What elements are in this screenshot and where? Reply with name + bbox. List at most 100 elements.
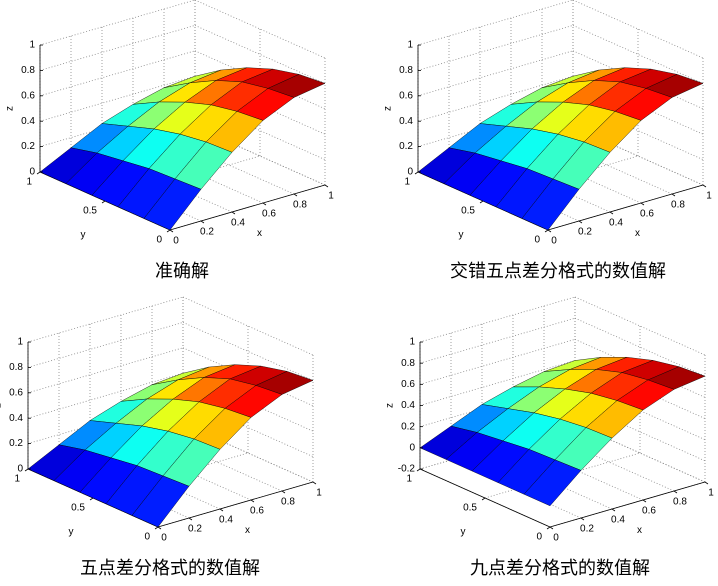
y-tick <box>101 200 106 204</box>
caption: 五点差分格式的数值解 <box>80 558 260 579</box>
x-tick <box>702 184 707 188</box>
x-tick-label: 0.4 <box>611 515 625 526</box>
x-axis-label: x <box>257 228 262 239</box>
x-tick <box>281 490 286 494</box>
x-tick <box>250 499 255 503</box>
y-tick <box>416 468 421 472</box>
x-tick-label: 0.2 <box>188 524 202 535</box>
x-tick <box>293 193 298 197</box>
x-tick <box>609 211 614 215</box>
grid-line <box>417 0 574 46</box>
x-axis <box>549 481 706 528</box>
x-tick <box>231 211 236 215</box>
z-tick-label: 1 <box>29 40 35 51</box>
x-tick-label: 0.4 <box>231 218 245 229</box>
x-tick-label: 0 <box>553 533 559 544</box>
y-axis-label: y <box>81 230 86 241</box>
surface-patch <box>131 475 190 528</box>
x-tick <box>324 184 329 188</box>
z-tick-label: -0.2 <box>398 464 416 475</box>
x-tick <box>157 526 162 530</box>
y-tick-label: 1 <box>404 177 410 188</box>
x-tick <box>671 193 676 197</box>
y-tick <box>154 526 159 530</box>
surface-patch <box>521 178 580 231</box>
x-tick <box>640 202 645 206</box>
z-tick-label: 0.6 <box>9 387 23 398</box>
x-tick <box>580 517 585 521</box>
y-tick <box>36 171 41 175</box>
y-tick-label: 0 <box>144 532 150 543</box>
x-tick <box>312 481 317 485</box>
z-tick-label: 0.2 <box>9 438 23 449</box>
chart-panel: 00.20.40.60.8100.5100.20.40.60.81xyz交错五点… <box>383 0 712 282</box>
z-axis-label: z <box>0 403 4 408</box>
z-tick-label: 0 <box>409 442 415 453</box>
x-tick-label: 0.6 <box>262 209 276 220</box>
z-tick-label: 0.4 <box>399 116 413 127</box>
z-tick-label: 0 <box>29 167 35 178</box>
z-tick-label: 0.4 <box>21 116 35 127</box>
z-tick-label: 0 <box>407 167 413 178</box>
z-tick-label: 0.8 <box>9 362 23 373</box>
caption: 九点差分格式的数值解 <box>470 558 650 579</box>
z-tick-label: 0.4 <box>401 400 415 411</box>
y-axis-label: y <box>69 527 74 538</box>
x-axis <box>157 481 314 528</box>
y-tick <box>89 497 94 501</box>
x-axis <box>169 184 326 231</box>
y-tick-label: 0.5 <box>71 503 85 514</box>
y-tick-label: 0 <box>536 532 542 543</box>
z-tick-label: 0.8 <box>401 358 415 369</box>
x-tick-label: 0.8 <box>293 200 307 211</box>
x-tick <box>704 481 709 485</box>
x-tick-label: 0.4 <box>609 218 623 229</box>
grid-line <box>39 0 196 46</box>
x-tick-label: 0 <box>551 236 557 247</box>
z-tick-label: 0.8 <box>21 65 35 76</box>
x-tick <box>188 517 193 521</box>
x-tick-label: 0.6 <box>250 506 264 517</box>
y-tick <box>166 229 171 233</box>
y-tick <box>546 526 551 530</box>
z-tick-label: 0.8 <box>399 65 413 76</box>
y-tick <box>544 229 549 233</box>
y-tick-label: 0.5 <box>461 206 475 217</box>
x-tick <box>642 499 647 503</box>
x-tick-label: 0.8 <box>671 200 685 211</box>
x-tick-label: 0 <box>173 236 179 247</box>
z-axis-label: z <box>385 403 396 408</box>
y-tick-label: 0.5 <box>83 206 97 217</box>
z-tick-label: 1 <box>409 337 415 348</box>
x-tick <box>578 220 583 224</box>
y-tick-label: 0.5 <box>463 503 477 514</box>
x-tick <box>262 202 267 206</box>
x-tick <box>547 229 552 233</box>
x-axis-label: x <box>637 525 642 536</box>
z-tick-label: 0.4 <box>9 413 23 424</box>
chart-panel: 00.20.40.60.8100.5100.20.40.60.81xyz五点差分… <box>0 296 322 579</box>
x-tick <box>200 220 205 224</box>
x-tick-label: 0.8 <box>281 497 295 508</box>
x-tick-label: 0.8 <box>673 497 687 508</box>
grid-line <box>419 296 576 343</box>
y-tick-label: 1 <box>14 474 20 485</box>
x-tick-label: 0 <box>161 533 167 544</box>
z-tick-label: 0.6 <box>401 379 415 390</box>
y-tick-label: 0 <box>534 235 540 246</box>
surface-patch <box>523 459 582 507</box>
x-tick-label: 0.2 <box>578 227 592 238</box>
z-tick-label: 0.2 <box>21 141 35 152</box>
grid-line <box>27 322 184 368</box>
x-tick-label: 0.6 <box>642 506 656 517</box>
z-tick-label: 0 <box>17 464 23 475</box>
x-axis-label: x <box>635 228 640 239</box>
caption: 准确解 <box>155 261 209 282</box>
x-tick <box>673 490 678 494</box>
z-axis-label: z <box>5 106 16 111</box>
x-tick-label: 1 <box>328 191 334 202</box>
grid-line <box>417 25 574 71</box>
y-tick <box>481 497 486 501</box>
